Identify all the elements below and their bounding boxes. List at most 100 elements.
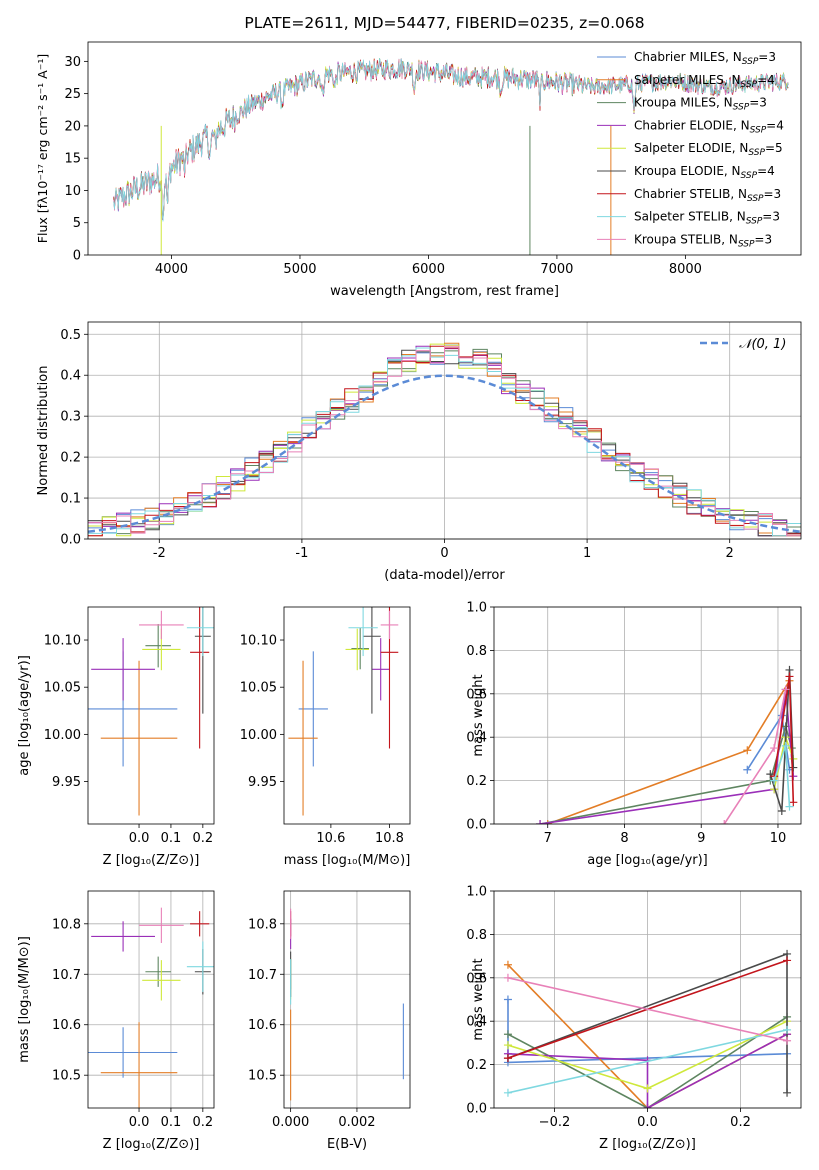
x-axis-label: E(B-V) xyxy=(327,1137,367,1152)
weight-marker xyxy=(785,672,794,681)
weight-line xyxy=(539,723,793,824)
gaussian-reference-curve xyxy=(88,374,801,534)
legend: Chabrier MILES, NSSP=3 Salpeter MILES, NS… xyxy=(597,50,784,249)
weight-line xyxy=(507,1029,788,1094)
y-tick-label: 25 xyxy=(64,87,81,102)
x-tick-label: -1 xyxy=(295,546,308,561)
x-tick-label: −0.2 xyxy=(539,1115,571,1130)
errorbar-point-8 xyxy=(186,941,214,992)
weight-series-7 xyxy=(770,672,798,807)
y-tick-label: 0.0 xyxy=(60,533,81,548)
weight-marker xyxy=(783,1025,792,1034)
weight-marker xyxy=(536,820,545,824)
x-tick-label: 0.0 xyxy=(129,831,150,846)
y-tick-label: 10.05 xyxy=(240,681,277,696)
y-tick-label: 10.10 xyxy=(240,634,277,649)
errorbar-point-3 xyxy=(145,623,171,668)
age_vs_mass-axes: 10.6 10.8 9.95 10.00 10.05 10.10 mass [log₁₀(M… xyxy=(240,606,411,868)
x-axis-label: mass [log₁₀(M/M⊙)] xyxy=(284,853,411,868)
y-tick-label: 10.00 xyxy=(44,728,81,743)
y-tick-label: 9.95 xyxy=(52,775,81,790)
weight-marker xyxy=(785,802,794,811)
y-tick-label: 0.3 xyxy=(60,410,81,425)
legend-label: Salpeter STELIB, NSSP=3 xyxy=(634,210,780,227)
axes-frame xyxy=(493,890,802,1109)
x-axis-label: Z [log₁₀(Z/Z⊙)] xyxy=(103,1137,200,1152)
weight-marker xyxy=(643,1084,652,1093)
y-tick-label: 0.0 xyxy=(466,1102,487,1117)
y-tick-label: 1.0 xyxy=(466,885,487,900)
x-tick-label: 0.002 xyxy=(338,1115,375,1130)
weight-marker xyxy=(643,1104,652,1108)
weight-marker xyxy=(503,995,512,1004)
weight-series-8 xyxy=(503,1025,792,1097)
weight-line xyxy=(547,680,791,824)
age_vs_mass-plot-area xyxy=(288,607,399,816)
weight-marker xyxy=(503,1054,512,1063)
y-axis-label: mass weight xyxy=(471,958,486,1040)
legend-label: Kroupa ELODIE, NSSP=4 xyxy=(634,164,775,181)
y-axis-label: mass [log₁₀(M/M⊙)] xyxy=(17,936,32,1063)
spectrum-line-8 xyxy=(113,57,789,222)
y-tick-label: 10.05 xyxy=(44,681,81,696)
mass_vs_Z-plot-area xyxy=(88,907,214,1108)
axes-frame xyxy=(87,41,802,256)
x-axis-label: Z [log₁₀(Z/Z⊙)] xyxy=(103,853,200,868)
y-tick-label: 0.2 xyxy=(466,1058,487,1073)
errorbar-point-5 xyxy=(142,960,181,1001)
x-tick-label: 0.0 xyxy=(637,1115,658,1130)
x-tick-label: 10.8 xyxy=(375,831,404,846)
y-tick-label: 10.10 xyxy=(44,634,81,649)
y-tick-label: 10.7 xyxy=(248,968,277,983)
weight-marker xyxy=(781,685,790,694)
weight-marker xyxy=(789,798,798,807)
weight-series-9 xyxy=(720,685,790,824)
errorbar-point-6 xyxy=(363,607,381,714)
legend-label: Kroupa STELIB, NSSP=3 xyxy=(634,232,772,249)
x-tick-label: 7 xyxy=(544,831,552,846)
mass_vs_ebv-axes: 0.000 0.002 10.5 10.6 10.7 10.8 E(B-V) xyxy=(248,890,411,1152)
axes-frame xyxy=(493,606,802,825)
weight-marker xyxy=(503,960,512,969)
x-tick-label: 8 xyxy=(620,831,628,846)
x-tick-label: 8000 xyxy=(669,262,702,277)
y-tick-label: 10.7 xyxy=(52,968,81,983)
x-axis-label: (data-model)/error xyxy=(384,568,505,583)
mass_vs_ebv-plot-area xyxy=(290,908,404,1101)
weight-marker xyxy=(781,741,790,750)
y-tick-label: 0.2 xyxy=(466,774,487,789)
weight-marker xyxy=(777,806,786,815)
errorbar-point-7 xyxy=(380,607,399,749)
x-tick-label: 0.1 xyxy=(161,1115,182,1130)
x-tick-label: -2 xyxy=(153,546,166,561)
x-tick-label: 0.000 xyxy=(272,1115,309,1130)
x-tick-label: 4000 xyxy=(155,262,188,277)
y-tick-label: 0.5 xyxy=(60,328,81,343)
weight-line xyxy=(507,1033,788,1108)
axes-frame xyxy=(87,890,215,1109)
weight-series-4 xyxy=(536,685,798,824)
y-tick-label: 15 xyxy=(64,152,81,167)
residuals-plot-area xyxy=(88,342,801,537)
x-tick-label: 1 xyxy=(583,546,591,561)
x-tick-label: 10 xyxy=(770,831,787,846)
axes-frame xyxy=(283,606,411,825)
weight-series-8 xyxy=(770,741,794,811)
errorbar-point-4 xyxy=(371,638,390,701)
weight-marker xyxy=(503,1030,512,1039)
legend-label: 𝒩(0, 1) xyxy=(739,337,786,352)
x-tick-label: 7000 xyxy=(540,262,573,277)
spectrum-plot-area xyxy=(113,57,789,255)
weight-marker xyxy=(503,1088,512,1097)
errorbar-point-3 xyxy=(351,627,369,670)
x-tick-label: 10.6 xyxy=(316,831,345,846)
weight-marker xyxy=(783,956,792,965)
x-tick-label: 6000 xyxy=(412,262,445,277)
errorbar-point-3 xyxy=(145,956,171,987)
y-tick-label: 0.6 xyxy=(466,971,487,986)
axes-frame xyxy=(283,890,411,1109)
y-tick-label: 10 xyxy=(64,184,81,199)
x-tick-label: 0.2 xyxy=(192,1115,213,1130)
y-tick-label: 9.95 xyxy=(248,775,277,790)
